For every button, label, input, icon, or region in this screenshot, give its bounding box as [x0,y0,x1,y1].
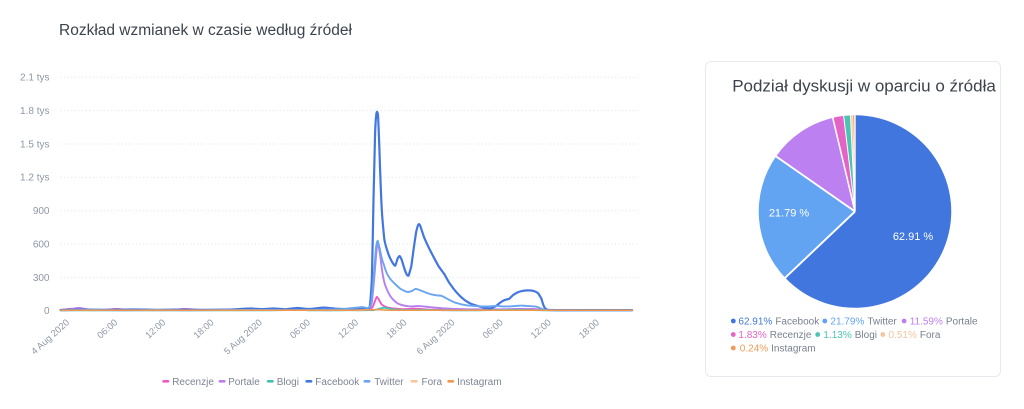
svg-text:5 Aug 2020: 5 Aug 2020 [221,317,264,357]
svg-text:4 Aug 2020: 4 Aug 2020 [29,317,72,357]
svg-text:06:00: 06:00 [95,317,120,341]
svg-text:1.8 tys: 1.8 tys [20,106,49,117]
svg-text:18:00: 18:00 [191,317,216,341]
svg-text:06:00: 06:00 [287,317,312,341]
svg-text:18:00: 18:00 [384,317,409,341]
svg-text:1.13%Blogi: 1.13% Blogi [823,330,877,341]
svg-text:0: 0 [44,306,50,317]
svg-text:12:00: 12:00 [335,317,360,341]
svg-text:2.1 tys: 2.1 tys [20,73,49,84]
svg-text:Recenzje: Recenzje [172,377,214,388]
svg-text:Rozkład wzmianek w czasie wedł: Rozkład wzmianek w czasie według źródeł [59,22,352,39]
svg-text:06:00: 06:00 [480,317,505,341]
svg-text:Facebook: Facebook [315,377,360,388]
svg-text:Portale: Portale [228,377,260,388]
svg-text:18:00: 18:00 [576,317,601,341]
svg-text:6 Aug 2020: 6 Aug 2020 [414,317,457,357]
svg-text:1.83%Recenzje: 1.83% Recenzje [738,330,811,341]
svg-text:Fora: Fora [422,377,443,388]
svg-text:11.59%Portale: 11.59% Portale [910,317,978,328]
svg-text:Twitter: Twitter [374,377,404,388]
svg-text:Blogi: Blogi [277,377,299,388]
svg-text:21.79%Twitter: 21.79% Twitter [830,317,897,328]
svg-text:1.5 tys: 1.5 tys [20,139,49,150]
svg-text:0.51%Fora: 0.51% Fora [889,330,941,341]
svg-text:900: 900 [33,206,50,217]
svg-text:300: 300 [33,273,50,284]
svg-text:12:00: 12:00 [143,317,168,341]
svg-text:62.91 %: 62.91 % [893,231,934,243]
svg-text:62.91%Facebook: 62.91% Facebook [738,317,820,328]
svg-text:Instagram: Instagram [457,377,501,388]
svg-text:0.24%Instagram: 0.24% Instagram [740,344,816,355]
svg-text:1.2 tys: 1.2 tys [20,173,49,184]
svg-text:12:00: 12:00 [528,317,553,341]
svg-text:21.79 %: 21.79 % [769,208,810,220]
svg-text:600: 600 [33,239,50,250]
svg-text:Podział dyskusji w oparciu o ź: Podział dyskusji w oparciu o źródła [732,76,996,95]
